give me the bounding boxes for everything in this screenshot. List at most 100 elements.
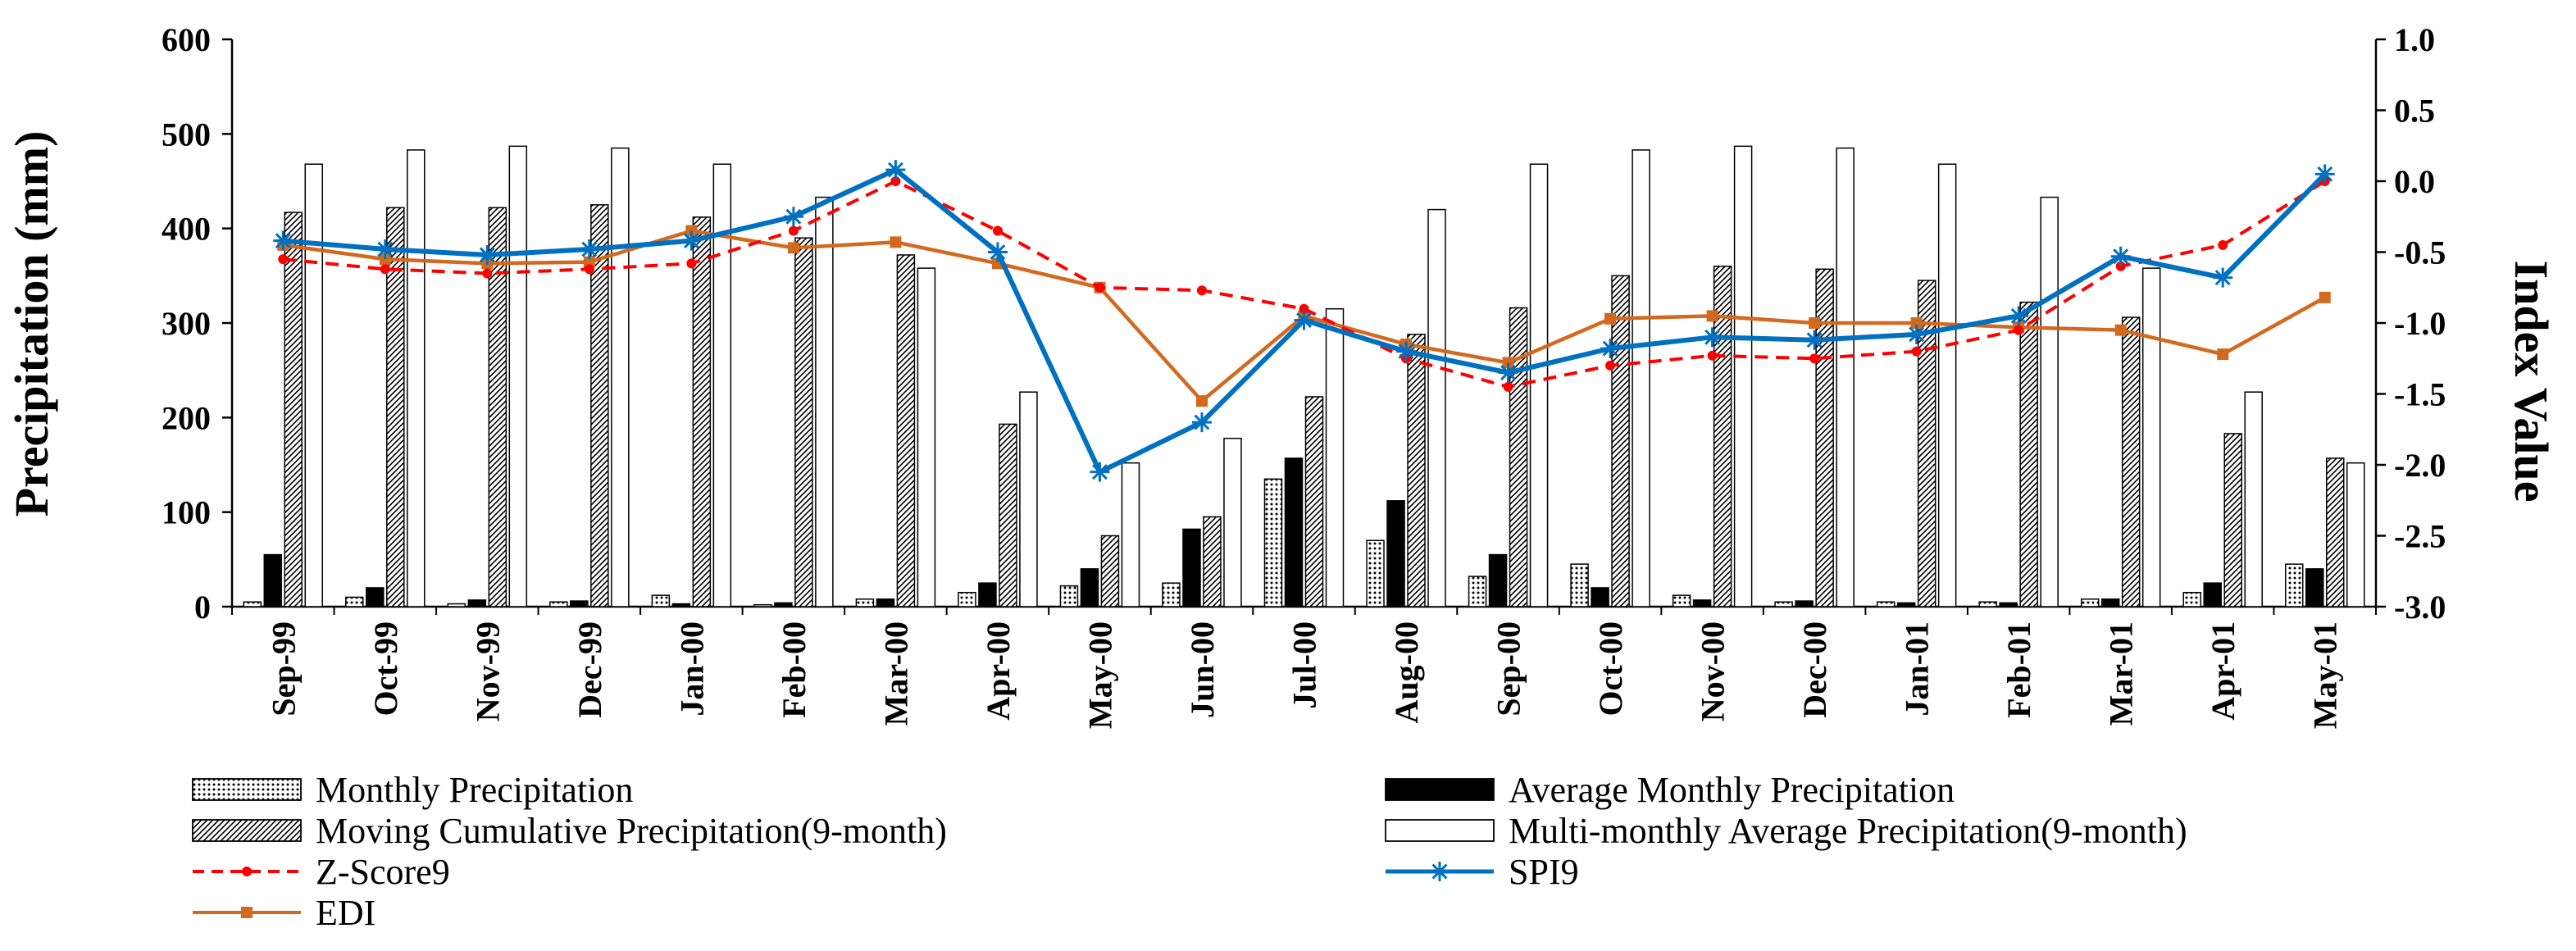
y-tick-label: 600 (162, 21, 211, 58)
bar-dots (1774, 601, 1793, 607)
x-tick-label: Nov-00 (1695, 621, 1732, 721)
y-tick-label: 200 (162, 399, 211, 436)
y2-tick-label: -0.5 (2394, 234, 2446, 271)
series-point-spi9 (1906, 324, 1927, 344)
bar-hatch (488, 207, 507, 607)
series-point-z-score9 (1299, 303, 1309, 314)
series-point-z-score9 (2014, 325, 2024, 335)
series-point-spi9 (1396, 341, 1417, 362)
bar-solid (366, 587, 385, 607)
legend-swatch-marker (241, 907, 253, 918)
bar-empty (2040, 196, 2059, 607)
x-tick-label: Aug-00 (1388, 621, 1425, 723)
x-tick-label: Apr-01 (2205, 621, 2241, 721)
series-point-z-score9 (584, 264, 594, 275)
series-point-z-score9 (1196, 285, 1207, 296)
y-tick-label: 400 (162, 211, 211, 248)
bar-empty (1937, 163, 1957, 607)
series-point-spi9 (2213, 267, 2233, 288)
series-point-edi (2319, 291, 2331, 303)
bar-dots (2080, 598, 2100, 607)
bar-empty (815, 196, 834, 607)
bar-empty (1223, 437, 1242, 607)
bar-hatch (1611, 275, 1630, 607)
series-point-edi (1706, 310, 1718, 322)
legend-swatch-marker (242, 867, 252, 876)
series-point-edi (1502, 357, 1514, 369)
bar-empty (1427, 208, 1446, 607)
bar-hatch (284, 212, 303, 607)
series-point-edi (2114, 324, 2127, 336)
series-point-spi9 (783, 207, 803, 227)
bar-empty (2141, 267, 2161, 607)
bar-hatch (1713, 266, 1732, 607)
bar-dots (1059, 585, 1079, 607)
y2-tick-label: -1.0 (2394, 305, 2446, 342)
legend-label: Average Monthly Precipitation (1509, 770, 1955, 810)
bar-hatch (692, 216, 712, 607)
x-tick-label: Apr-00 (980, 621, 1017, 721)
y2-tick-label: 0.0 (2394, 163, 2435, 200)
y2-tick-label: 0.5 (2394, 93, 2435, 130)
y2-tick-label: -2.0 (2394, 447, 2446, 484)
bar-solid (1182, 528, 1201, 607)
bar-hatch (1100, 535, 1120, 607)
y-tick-label: 0 (194, 589, 211, 626)
x-tick-label: Jul-00 (1286, 621, 1323, 709)
y-axis-title: Precipitation (mm) (5, 131, 58, 517)
x-tick-label: Sep-00 (1491, 621, 1527, 717)
x-tick-label: Jan-01 (1899, 621, 1936, 717)
series-point-z-score9 (1605, 360, 1616, 371)
series-point-z-score9 (788, 225, 799, 236)
bar-solid (1591, 587, 1609, 607)
bar-solid (774, 602, 793, 607)
legend-label: Monthly Precipitation (316, 770, 633, 810)
legend: Monthly Precipitation Average Monthly Pre… (192, 770, 2187, 933)
series-point-spi9 (273, 230, 294, 251)
bar-solid (978, 582, 997, 607)
bar-empty (1632, 149, 1650, 607)
bar-solid (467, 599, 487, 607)
bar-dots (1570, 563, 1589, 607)
series-point-z-score9 (1911, 346, 1922, 357)
bar-empty (1325, 307, 1345, 607)
series-point-spi9 (2110, 246, 2131, 266)
series-point-spi9 (987, 242, 1008, 262)
bar-hatch (386, 207, 405, 607)
bar-hatch (1815, 268, 1834, 607)
bar-solid (1488, 553, 1508, 607)
legend-swatch-dots (192, 778, 302, 801)
series-point-spi9 (1702, 327, 1723, 348)
series-point-z-score9 (1809, 353, 1820, 364)
series-point-spi9 (1191, 412, 1212, 433)
legend-swatch-marker (1430, 862, 1450, 881)
bar-dots (753, 603, 772, 607)
bar-solid (1692, 599, 1712, 607)
bar-hatch (2223, 433, 2242, 607)
bar-hatch (1203, 516, 1222, 607)
series-point-z-score9 (1503, 381, 1513, 392)
bar-dots (243, 601, 262, 607)
series-point-z-score9 (482, 268, 493, 279)
legend-swatch-hatch (192, 819, 302, 842)
series-point-edi (1910, 317, 1923, 329)
bar-dots (1978, 601, 1997, 607)
bar-hatch (794, 237, 813, 607)
y2-axis-title: Index Value (2505, 261, 2558, 503)
y-tick-label: 100 (162, 494, 211, 531)
bar-dots (2182, 591, 2201, 607)
bar-solid (2100, 598, 2120, 607)
bar-hatch (999, 423, 1017, 607)
plot-area: 0 100 200 300 400 500 600 -3.0 -2.5 -2.0 -1.5 -1.0 -… (162, 21, 2446, 729)
bar-dots (549, 601, 568, 607)
bar-solid (1795, 600, 1814, 607)
series-point-z-score9 (1707, 350, 1718, 361)
bar-dots (2284, 563, 2304, 607)
bar-empty (712, 163, 732, 607)
bar-dots (1366, 539, 1385, 607)
bar-solid (671, 603, 691, 607)
bar-solid (876, 598, 895, 607)
bar-empty (1529, 163, 1549, 607)
x-tick-label: Feb-01 (2000, 621, 2037, 718)
bar-empty (917, 267, 936, 607)
